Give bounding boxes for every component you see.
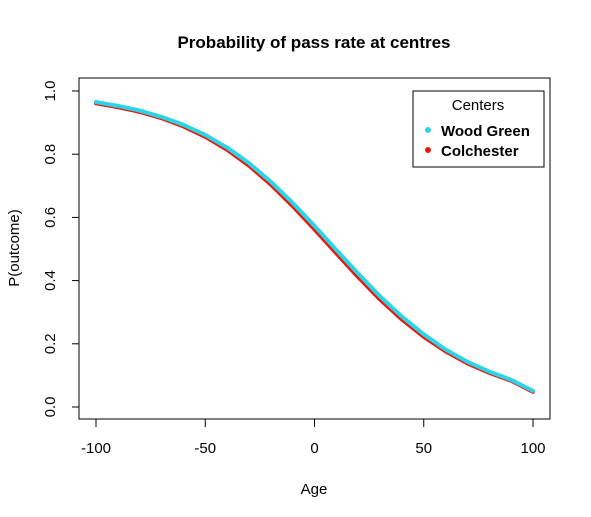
chart-title: Probability of pass rate at centres [177,33,450,52]
series-line-wood-green [94,100,535,393]
y-axis-label: P(outcome) [6,209,23,287]
y-tick-label: 0.0 [42,397,59,418]
legend-label-colchester: Colchester [441,143,519,160]
y-tick-label: 0.2 [42,333,59,354]
legend-title: Centers [452,97,505,114]
legend: Centers Wood Green Colchester [412,90,545,168]
y-tick-label: 0.6 [42,207,59,228]
y-tick-label: 0.8 [42,144,59,165]
legend-box [412,90,545,168]
x-tick-label: 0 [310,440,318,457]
x-tick-label: -50 [194,440,216,457]
x-axis-label: Age [301,481,328,498]
legend-marker-colchester [425,147,431,153]
legend-marker-wood-green [425,127,431,133]
x-tick-label: -100 [81,440,111,457]
y-tick-label: 1.0 [42,81,59,102]
legend-label-wood-green: Wood Green [441,123,530,140]
series-layer [94,100,535,394]
x-tick-label: 50 [415,440,432,457]
x-tick-label: 100 [520,440,545,457]
x-axis: -100 -50 0 50 100 [81,418,546,457]
y-tick-label: 0.4 [42,270,59,291]
y-axis: 0.0 0.2 0.4 0.6 0.8 1.0 [42,81,80,418]
